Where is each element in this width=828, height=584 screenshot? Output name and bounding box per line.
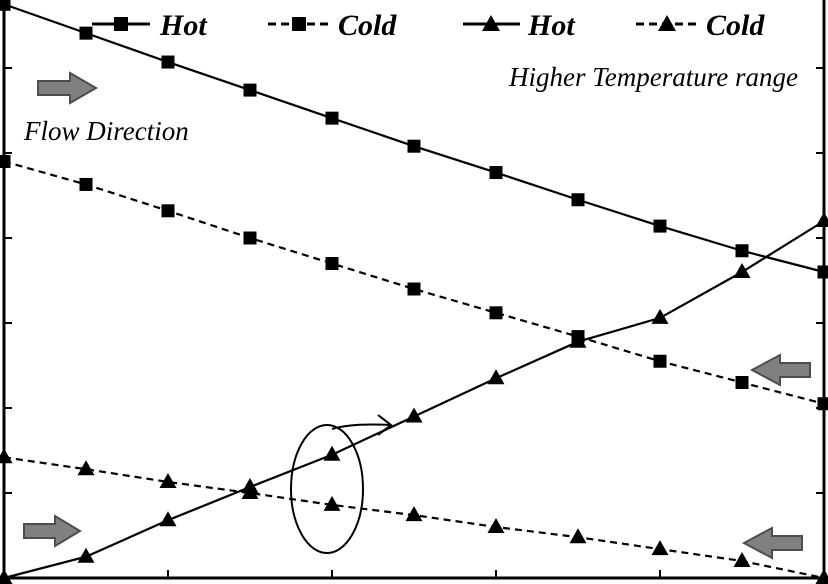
series-line [3,160,825,405]
data-point-square [243,231,257,245]
data-point-square [653,354,667,368]
data-point-square [161,204,175,218]
data-point-triangle [77,460,95,476]
data-point-square [489,306,503,320]
data-point-square [817,397,828,411]
data-point-square [79,26,93,40]
data-point-square [489,166,503,180]
data-point-triangle [405,407,423,423]
data-point-triangle [733,552,751,567]
data-point-triangle [323,445,341,461]
legend-entry-hot-square: Hot [92,9,208,42]
data-point-triangle [159,511,177,527]
legend-entry-hot-triangle: Hot [463,9,576,42]
data-point-triangle [0,569,13,584]
legend-label-hot-square: Hot [159,9,208,42]
data-point-square [0,155,11,168]
circle-callout-icon [290,414,393,554]
data-point-square [79,177,93,191]
data-point-triangle [323,495,341,511]
legend-label-hot-triangle: Hot [527,9,576,42]
data-point-triangle [241,484,259,499]
data-point-triangle [733,263,751,278]
data-point-square [325,111,339,125]
flow-arrow-left-icon [749,353,811,387]
data-point-square [735,244,749,258]
flow-direction-label: Flow Direction [23,116,189,146]
legend-entry-cold-triangle: Cold [636,9,765,42]
legend-label-cold-square: Cold [338,9,397,42]
legend-label-cold-triangle: Cold [706,9,765,42]
flow-arrow-right-icon [23,514,82,548]
series-1 [0,155,828,411]
series-0 [0,0,828,279]
data-point-triangle [487,369,505,385]
flow-arrow-right-icon [37,71,99,105]
series-line [3,220,825,580]
data-point-triangle [405,506,423,522]
data-point-square [0,0,11,11]
data-point-triangle [815,569,828,584]
data-point-square [735,376,749,389]
data-point-square [243,83,257,97]
data-point-square [407,282,421,296]
data-point-triangle [0,448,13,464]
data-point-triangle [569,528,587,544]
data-point-triangle [569,332,587,348]
data-point-triangle [651,308,669,324]
data-point-square [325,257,339,270]
series-3 [0,448,828,584]
data-point-square [653,219,667,233]
flow-arrow-left-icon [741,526,803,560]
data-point-triangle [651,540,669,556]
series-2 [0,212,828,584]
data-point-triangle [159,472,177,488]
data-point-triangle [77,547,95,563]
data-point-square [817,265,828,279]
data-point-triangle [487,518,505,533]
data-point-square [161,55,175,69]
legend: Hot Cold Hot Cold [92,9,765,42]
data-point-square [571,193,585,207]
data-point-square [407,139,421,153]
legend-entry-cold-square: Cold [268,9,397,42]
range-annotation: Higher Temperature range [508,62,798,92]
data-point-triangle [815,212,828,227]
